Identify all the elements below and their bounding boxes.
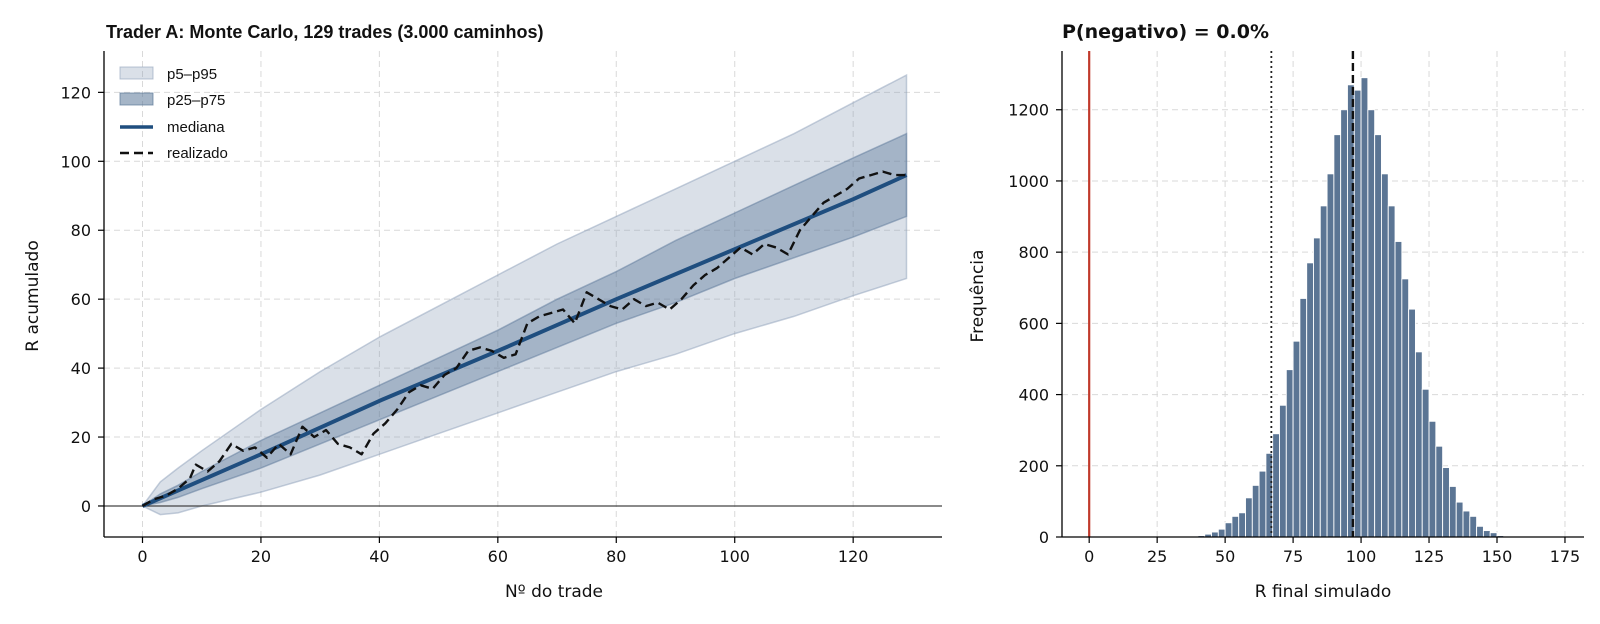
histogram-bar [1469, 515, 1478, 538]
histogram-bar [1313, 237, 1321, 538]
histogram-bar [1333, 134, 1342, 538]
histogram-bar [1251, 484, 1260, 538]
histogram-bar [1292, 340, 1301, 538]
legend-label-p25-p75: p25–p75 [167, 92, 225, 109]
left-y-tick-label: 40 [71, 359, 91, 378]
legend-label-realized: realizado [167, 145, 228, 162]
histogram-bars [1190, 77, 1512, 538]
right-x-tick-label: 150 [1482, 547, 1513, 566]
right-y-axis-label: Frequência [968, 250, 988, 343]
histogram-bar [1428, 420, 1437, 538]
histogram-bar [1374, 134, 1382, 538]
histogram-bar [1211, 531, 1219, 538]
left-chart-title: Trader A: Monte Carlo, 129 trades (3.000… [106, 22, 543, 42]
right-x-tick-label: 175 [1550, 547, 1581, 566]
right-x-tick-label: 25 [1147, 547, 1167, 566]
histogram-bar [1421, 388, 1430, 538]
right-x-tick-label: 0 [1084, 547, 1094, 566]
right-y-tick-label: 800 [1018, 243, 1049, 262]
left-y-tick-label: 0 [81, 497, 91, 516]
left-gridlines [104, 51, 942, 537]
right-x-tick-label: 50 [1215, 547, 1235, 566]
left-x-tick-label: 40 [369, 547, 389, 566]
histogram-bar [1285, 369, 1294, 538]
legend-swatch-p25-p75 [119, 92, 154, 106]
realized-line [141, 170, 907, 508]
histogram-bar [1448, 485, 1457, 538]
histogram-panel: 0 25 50 75 100 125 150 175 0 200 400 600 800 1000 1200… [968, 21, 1584, 602]
legend-label-median: mediana [167, 119, 225, 136]
monte-carlo-panel: 0 20 40 60 80 100 120 0 20 40 60 80 100 120 Trader A:… [23, 22, 942, 602]
histogram-bar [1299, 298, 1308, 538]
histogram-bar [1394, 241, 1403, 538]
histogram-bar [1224, 522, 1233, 538]
histogram-bar [1401, 278, 1410, 538]
right-x-axis-label: R final simulado [1255, 582, 1392, 602]
histogram-bar [1455, 501, 1464, 538]
left-x-axis-label: Nº do trade [505, 582, 603, 602]
histogram-bar [1319, 205, 1328, 538]
right-y-tick-label: 600 [1018, 314, 1049, 333]
histogram-bar [1306, 262, 1314, 538]
left-y-tick-label: 120 [60, 83, 91, 102]
histogram-bar [1462, 510, 1471, 538]
legend-swatch-p5-p95 [119, 66, 154, 80]
left-axes: 0 20 40 60 80 100 120 0 20 40 60 80 100 120 [60, 51, 942, 566]
right-x-tick-label: 125 [1414, 547, 1445, 566]
left-y-tick-label: 100 [60, 152, 91, 171]
histogram-bar [1245, 497, 1253, 538]
histogram-bar [1238, 512, 1246, 538]
histogram-bar [1482, 530, 1491, 538]
right-y-tick-label: 200 [1018, 457, 1049, 476]
histogram-bar [1217, 528, 1226, 538]
histogram-bar [1414, 351, 1423, 538]
left-x-tick-label: 100 [719, 547, 750, 566]
histogram-bar [1272, 433, 1280, 538]
histogram-bar [1279, 404, 1287, 538]
percentile-bands [141, 73, 908, 516]
right-y-tick-label: 0 [1039, 528, 1049, 547]
left-y-tick-label: 20 [71, 428, 91, 447]
right-y-tick-label: 1000 [1008, 172, 1049, 191]
histogram-bar [1387, 205, 1396, 538]
legend-label-p5-p95: p5–p95 [167, 66, 217, 83]
histogram-bar [1258, 470, 1267, 538]
left-x-tick-label: 60 [488, 547, 508, 566]
right-y-tick-label: 400 [1018, 386, 1049, 405]
right-x-tick-label: 100 [1346, 547, 1377, 566]
histogram-bar [1265, 452, 1274, 538]
histogram-bar [1353, 89, 1362, 538]
histogram-bar [1476, 525, 1484, 538]
right-y-tick-label: 1200 [1008, 101, 1049, 120]
histogram-bar [1231, 515, 1240, 538]
histogram-bar [1340, 109, 1348, 538]
left-y-tick-label: 60 [71, 290, 91, 309]
histogram-bar [1367, 109, 1376, 538]
histogram-bar [1360, 77, 1369, 538]
left-x-tick-label: 120 [838, 547, 869, 566]
left-y-axis-label: R acumulado [23, 240, 43, 351]
reference-vlines [1088, 51, 1355, 537]
band-p25-p75 [142, 132, 908, 507]
left-x-tick-label: 0 [137, 547, 147, 566]
median-line [141, 173, 908, 508]
legend: p5–p95 p25–p75 mediana realizado [119, 66, 228, 162]
right-axes: 0 25 50 75 100 125 150 175 0 200 400 600 800 1000 1200 [1008, 51, 1584, 566]
right-chart-title: P(negativo) = 0.0% [1062, 21, 1269, 43]
histogram-bar [1442, 467, 1450, 538]
histogram-bar [1326, 173, 1335, 538]
left-y-tick-label: 80 [71, 221, 91, 240]
histogram-bar [1435, 445, 1444, 538]
histogram-bar [1408, 308, 1416, 538]
histogram-bar [1380, 173, 1389, 538]
left-x-tick-label: 20 [251, 547, 271, 566]
right-x-tick-label: 75 [1283, 547, 1303, 566]
left-x-tick-label: 80 [606, 547, 626, 566]
